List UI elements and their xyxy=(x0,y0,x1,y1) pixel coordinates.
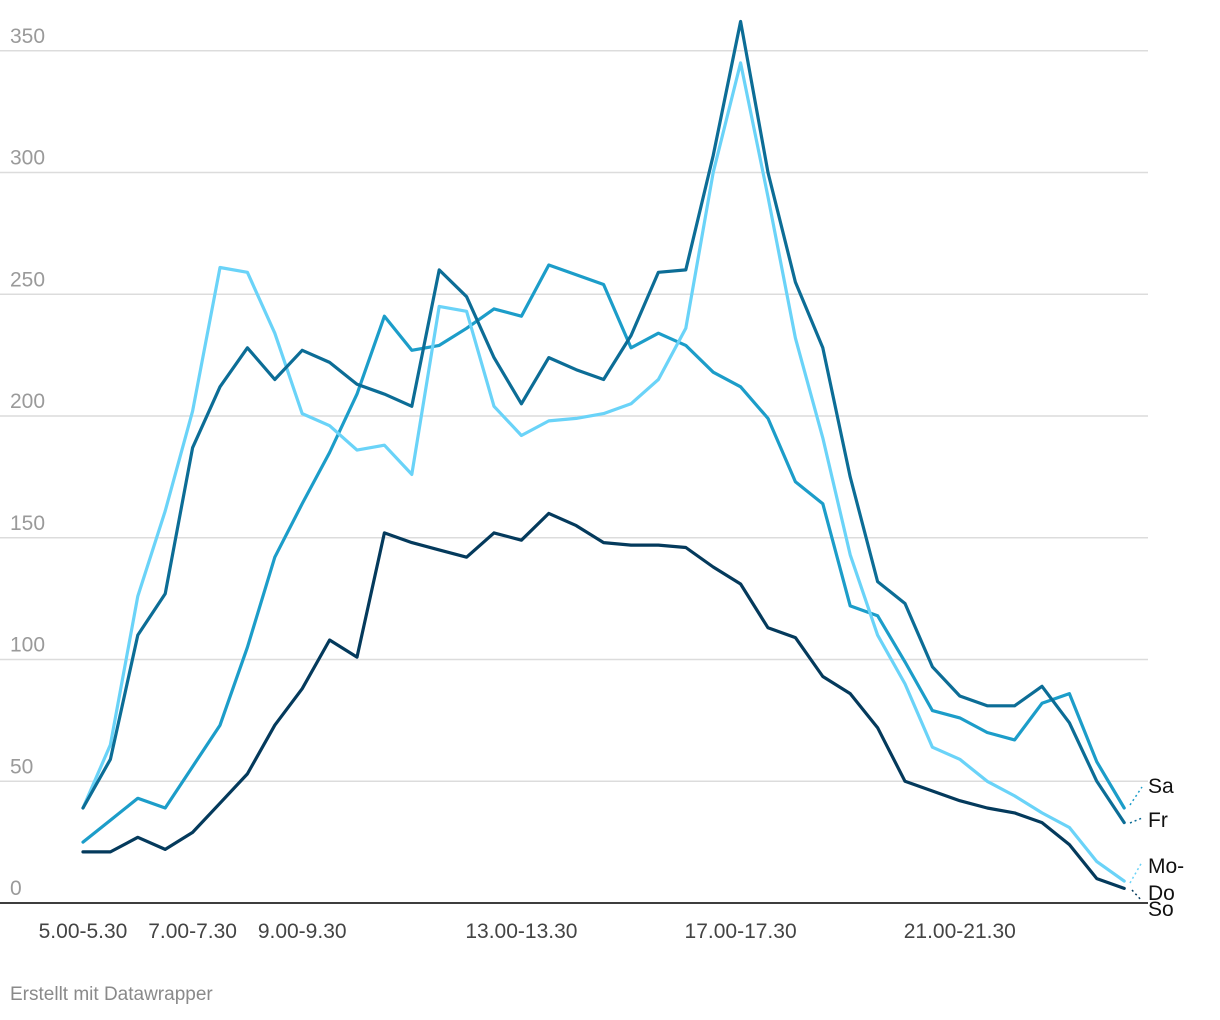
y-tick-label-100: 100 xyxy=(10,634,45,657)
y-tick-label-250: 250 xyxy=(10,268,45,291)
connector-mo-do xyxy=(1129,861,1143,884)
series-label-so: So xyxy=(1148,898,1174,921)
series-line-mo-do xyxy=(81,61,1126,883)
series-end-labels: Sa Fr Mo- Do So xyxy=(1129,775,1184,921)
x-axis-ticks: 5.00-5.30 7.00-7.30 9.00-9.30 13.00-13.30 17… xyxy=(39,920,1016,943)
series-line-so xyxy=(81,511,1126,891)
y-tick-label-300: 300 xyxy=(10,147,45,170)
series-label-sa: Sa xyxy=(1148,775,1174,798)
x-tick-label-0: 5.00-5.30 xyxy=(39,920,128,943)
y-tick-label-0: 0 xyxy=(10,877,22,900)
x-tick-label-24: 17.00-17.30 xyxy=(685,920,797,943)
y-tick-label-50: 50 xyxy=(10,755,33,778)
series-label-fr: Fr xyxy=(1148,809,1168,832)
y-axis-ticks: 0 50 100 150 200 250 300 350 xyxy=(10,25,45,900)
x-tick-label-4: 7.00-7.30 xyxy=(148,920,237,943)
line-chart: 0 50 100 150 200 250 300 350 5.00-5.30 7.00-7.30… xyxy=(0,19,1184,943)
footer-credit: Erstellt mit Datawrapper xyxy=(10,984,213,1005)
connector-fr xyxy=(1129,817,1143,824)
series-line-sa xyxy=(81,263,1126,844)
x-tick-label-8: 9.00-9.30 xyxy=(258,920,347,943)
y-tick-label-350: 350 xyxy=(10,25,45,48)
y-tick-label-150: 150 xyxy=(10,512,45,535)
series-label-mo-do-line1: Mo- xyxy=(1148,855,1184,878)
connector-sa xyxy=(1129,786,1143,806)
series-lines xyxy=(81,19,1126,891)
x-tick-label-32: 21.00-21.30 xyxy=(904,920,1016,943)
series-label-mo-do-line2: Do xyxy=(1148,882,1175,905)
series-line-fr xyxy=(81,19,1126,825)
x-tick-label-16: 13.00-13.30 xyxy=(465,920,577,943)
gridlines xyxy=(0,50,1148,904)
y-tick-label-200: 200 xyxy=(10,390,45,413)
connector-so xyxy=(1131,889,1143,902)
